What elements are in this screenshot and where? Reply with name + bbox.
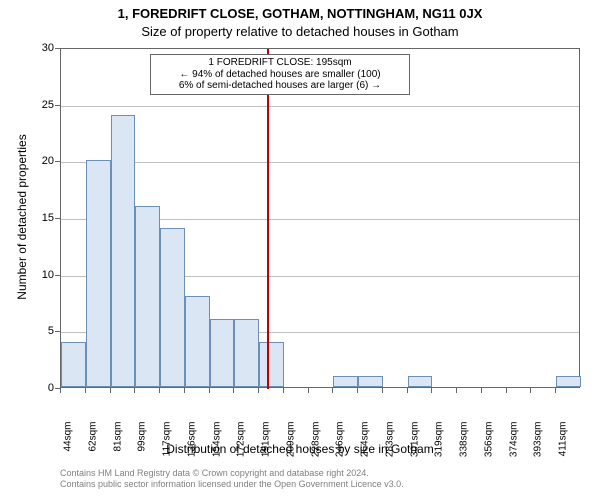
x-tick-mark bbox=[258, 388, 259, 393]
x-tick-mark bbox=[110, 388, 111, 393]
annotation-line: ← 94% of detached houses are smaller (10… bbox=[157, 69, 403, 81]
histogram-bar bbox=[185, 296, 210, 387]
histogram-bar bbox=[556, 376, 581, 387]
x-tick-label: 283sqm bbox=[384, 422, 395, 472]
x-tick-label: 99sqm bbox=[137, 422, 148, 472]
x-tick-label: 393sqm bbox=[533, 422, 544, 472]
histogram-bar bbox=[408, 376, 433, 387]
histogram-bar bbox=[259, 342, 284, 387]
x-tick-label: 356sqm bbox=[483, 422, 494, 472]
x-tick-label: 228sqm bbox=[310, 422, 321, 472]
x-tick-mark bbox=[85, 388, 86, 393]
x-tick-mark bbox=[456, 388, 457, 393]
x-tick-mark bbox=[530, 388, 531, 393]
histogram-bar bbox=[210, 319, 235, 387]
y-tick-mark bbox=[55, 331, 60, 332]
y-tick-label: 25 bbox=[32, 99, 54, 111]
x-tick-label: 209sqm bbox=[285, 422, 296, 472]
x-tick-mark bbox=[308, 388, 309, 393]
y-tick-mark bbox=[55, 275, 60, 276]
annotation-line: 6% of semi-detached houses are larger (6… bbox=[157, 80, 403, 92]
x-tick-label: 301sqm bbox=[409, 422, 420, 472]
x-tick-label: 81sqm bbox=[112, 422, 123, 472]
x-tick-label: 319sqm bbox=[434, 422, 445, 472]
x-tick-mark bbox=[332, 388, 333, 393]
histogram-bar bbox=[333, 376, 358, 387]
histogram-bar bbox=[160, 228, 185, 387]
x-tick-label: 264sqm bbox=[360, 422, 371, 472]
y-tick-label: 20 bbox=[32, 155, 54, 167]
x-tick-label: 44sqm bbox=[63, 422, 74, 472]
x-tick-label: 338sqm bbox=[459, 422, 470, 472]
x-tick-label: 246sqm bbox=[335, 422, 346, 472]
page-subtitle: Size of property relative to detached ho… bbox=[0, 24, 600, 39]
property-marker-line bbox=[267, 49, 269, 389]
x-tick-mark bbox=[382, 388, 383, 393]
page-title: 1, FOREDRIFT CLOSE, GOTHAM, NOTTINGHAM, … bbox=[0, 6, 600, 21]
histogram-bar bbox=[86, 160, 111, 387]
x-tick-mark bbox=[506, 388, 507, 393]
histogram-bar bbox=[61, 342, 86, 387]
x-tick-mark bbox=[555, 388, 556, 393]
x-tick-mark bbox=[134, 388, 135, 393]
x-tick-mark bbox=[407, 388, 408, 393]
x-tick-label: 154sqm bbox=[211, 422, 222, 472]
x-tick-label: 191sqm bbox=[261, 422, 272, 472]
y-tick-mark bbox=[55, 105, 60, 106]
annotation-box: 1 FOREDRIFT CLOSE: 195sqm← 94% of detach… bbox=[150, 54, 410, 95]
x-tick-label: 62sqm bbox=[87, 422, 98, 472]
y-axis-label: Number of detached properties bbox=[15, 117, 29, 317]
histogram-bar bbox=[358, 376, 383, 387]
x-tick-mark bbox=[184, 388, 185, 393]
y-tick-mark bbox=[55, 161, 60, 162]
gridline bbox=[61, 162, 579, 163]
annotation-line: 1 FOREDRIFT CLOSE: 195sqm bbox=[157, 57, 403, 69]
x-tick-mark bbox=[60, 388, 61, 393]
x-tick-mark bbox=[431, 388, 432, 393]
chart-container: { "title1": { "text": "1, FOREDRIFT CLOS… bbox=[0, 0, 600, 500]
x-tick-label: 411sqm bbox=[558, 422, 569, 472]
histogram-bar bbox=[234, 319, 259, 387]
x-tick-label: 136sqm bbox=[186, 422, 197, 472]
x-tick-label: 117sqm bbox=[162, 422, 173, 472]
y-tick-mark bbox=[55, 218, 60, 219]
y-tick-label: 15 bbox=[32, 212, 54, 224]
histogram-bar bbox=[111, 115, 136, 387]
x-tick-mark bbox=[159, 388, 160, 393]
footer-line-2: Contains public sector information licen… bbox=[60, 479, 404, 490]
y-tick-label: 30 bbox=[32, 42, 54, 54]
x-tick-mark bbox=[357, 388, 358, 393]
y-tick-label: 10 bbox=[32, 269, 54, 281]
y-tick-label: 0 bbox=[32, 382, 54, 394]
x-tick-mark bbox=[209, 388, 210, 393]
x-tick-mark bbox=[233, 388, 234, 393]
gridline bbox=[61, 106, 579, 107]
y-tick-label: 5 bbox=[32, 325, 54, 337]
histogram-chart bbox=[60, 48, 580, 388]
y-tick-mark bbox=[55, 48, 60, 49]
x-tick-mark bbox=[283, 388, 284, 393]
histogram-bar bbox=[135, 206, 160, 387]
x-tick-label: 172sqm bbox=[236, 422, 247, 472]
x-tick-mark bbox=[481, 388, 482, 393]
x-tick-label: 374sqm bbox=[508, 422, 519, 472]
